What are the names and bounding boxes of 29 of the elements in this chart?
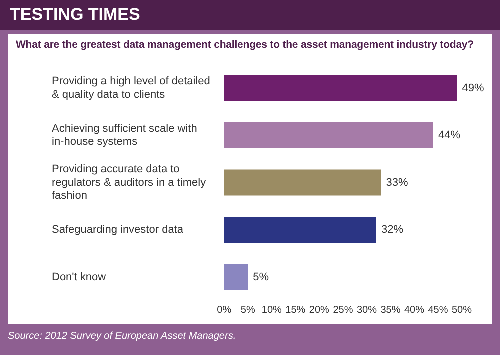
data-label: 33% — [386, 176, 408, 189]
x-tick-label: 15% — [286, 304, 306, 316]
data-label: 5% — [253, 271, 270, 284]
bar — [224, 122, 434, 149]
data-label: 32% — [381, 224, 404, 236]
y-tick-label: Achieving sufficient scale with in-house systems — [52, 122, 198, 148]
data-label: 44% — [438, 130, 461, 142]
x-tick-label: 0% — [217, 304, 232, 316]
bar — [224, 217, 376, 244]
chart-subtitle: What are the greatest data management challenges to the asset management industry today? — [15, 38, 475, 53]
bar — [224, 170, 382, 196]
x-tick-label: 45% — [428, 304, 448, 316]
x-tick-label: 40% — [404, 304, 425, 316]
x-tick-label: 35% — [380, 304, 401, 316]
source-note: Source: 2012 Survey of European Asset Managers. — [8, 331, 236, 342]
x-tick-label: 10% — [262, 304, 282, 316]
y-tick-label: Safeguarding investor data — [52, 224, 184, 236]
data-label: 49% — [462, 82, 484, 94]
x-tick-label: 5% — [240, 304, 256, 316]
x-tick-label: 30% — [356, 304, 378, 316]
x-tick-label: 25% — [333, 304, 354, 316]
bar — [224, 75, 458, 102]
x-tick-label: 50% — [452, 304, 472, 316]
y-tick-label: Providing accurate data to regulators & auditors in a timely fashion — [52, 164, 207, 202]
bar — [224, 264, 248, 290]
text: TESTING TIMES — [0, 0, 500, 30]
y-tick-label: Providing a high level of detailed & quality data to clients — [52, 76, 210, 101]
x-tick-label: 20% — [309, 304, 330, 316]
y-tick-label: Don't know — [52, 271, 106, 284]
